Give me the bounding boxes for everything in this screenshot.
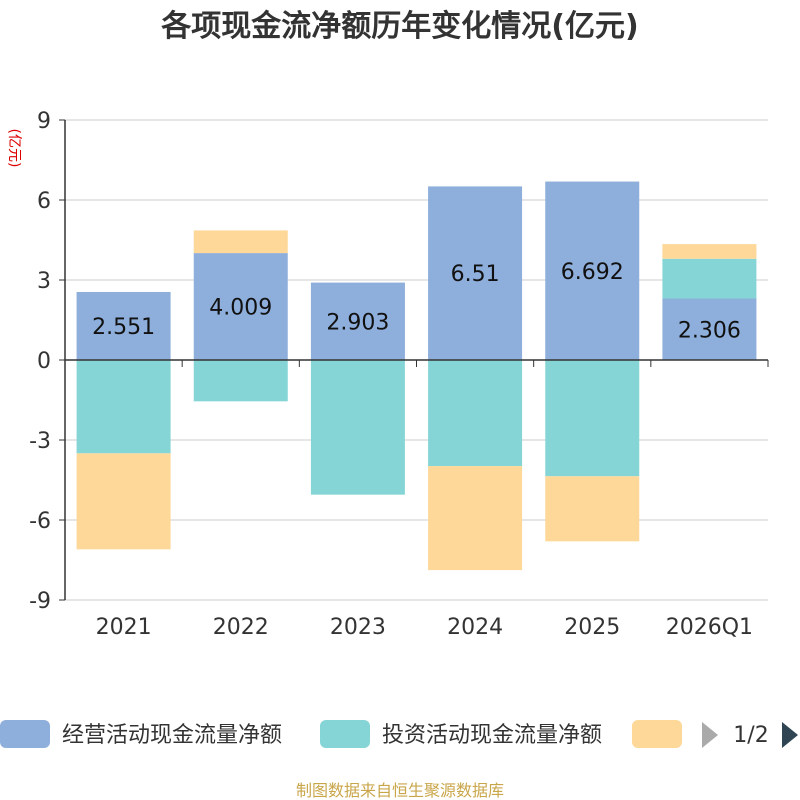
data-label: 4.009 <box>209 296 272 321</box>
y-tick-label: 9 <box>37 109 51 134</box>
legend-label: 经营活动现金流量净额 <box>62 723 282 748</box>
y-tick-label: -9 <box>29 589 51 614</box>
bar-1-2024[interactable] <box>428 186 523 360</box>
legend-prev-page-icon[interactable] <box>702 722 718 748</box>
y-tick-label: 6 <box>37 189 51 214</box>
y-tick-label: -3 <box>29 429 51 454</box>
bar-3-2026Q1[interactable] <box>662 244 757 259</box>
bar-1-2022[interactable] <box>193 253 288 360</box>
bar-1-2026Q1[interactable] <box>662 298 757 360</box>
y-axis-unit: (亿元) <box>6 129 22 168</box>
bar-3-2021[interactable] <box>76 453 171 550</box>
chart-title: 各项现金流净额历年变化情况(亿元) <box>160 9 638 44</box>
x-tick-label: 2023 <box>330 615 386 640</box>
legend-label: 投资活动现金流量净额 <box>382 723 602 748</box>
x-tick-label: 2025 <box>564 615 620 640</box>
data-label: 2.306 <box>678 318 741 343</box>
x-tick-label: 2021 <box>96 615 152 640</box>
legend-item-operating[interactable]: 经营活动现金流量净额 <box>0 720 282 748</box>
data-label: 2.551 <box>92 315 155 340</box>
y-tick-label: -6 <box>29 509 51 534</box>
bar-2-2025[interactable] <box>545 360 640 477</box>
bar-3-2022[interactable] <box>193 230 288 254</box>
legend-swatch <box>0 720 50 748</box>
bar-1-2021[interactable] <box>76 291 171 360</box>
bar-2-2026Q1[interactable] <box>662 258 757 299</box>
bar-1-2025[interactable] <box>545 181 640 360</box>
axes: 9 6 3 0 -3 -6 -9 2021 2022 2023 2024 2025 2026Q1 <box>29 109 769 640</box>
x-tick-label: 2022 <box>213 615 269 640</box>
legend-next-page-icon[interactable] <box>782 722 798 748</box>
data-label: 6.51 <box>451 262 500 287</box>
data-label: 2.903 <box>326 310 389 335</box>
legend-swatch <box>320 720 370 748</box>
bar-3-2024[interactable] <box>428 466 523 571</box>
legend-swatch <box>632 720 682 748</box>
legend-item-financing[interactable] <box>632 720 682 748</box>
bars <box>76 181 757 571</box>
data-label: 6.692 <box>561 260 624 285</box>
bar-1-2023[interactable] <box>310 282 405 360</box>
legend: 经营活动现金流量净额 投资活动现金流量净额 1/2 <box>0 720 798 748</box>
y-tick-label: 0 <box>37 349 51 374</box>
legend-page-indicator: 1/2 <box>733 723 768 748</box>
x-tick-label: 2026Q1 <box>666 615 753 640</box>
bar-2-2022[interactable] <box>193 360 288 402</box>
bar-2-2021[interactable] <box>76 360 171 454</box>
data-labels: 2.551 4.009 2.903 6.51 6.692 2.306 <box>92 260 741 343</box>
legend-item-investing[interactable]: 投资活动现金流量净额 <box>320 720 602 748</box>
y-tick-label: 3 <box>37 269 51 294</box>
source-note: 制图数据来自恒生聚源数据库 <box>296 781 504 800</box>
x-tick-label: 2024 <box>447 615 503 640</box>
bar-3-2025[interactable] <box>545 476 640 542</box>
bar-2-2023[interactable] <box>310 360 405 495</box>
bar-2-2024[interactable] <box>428 360 523 467</box>
